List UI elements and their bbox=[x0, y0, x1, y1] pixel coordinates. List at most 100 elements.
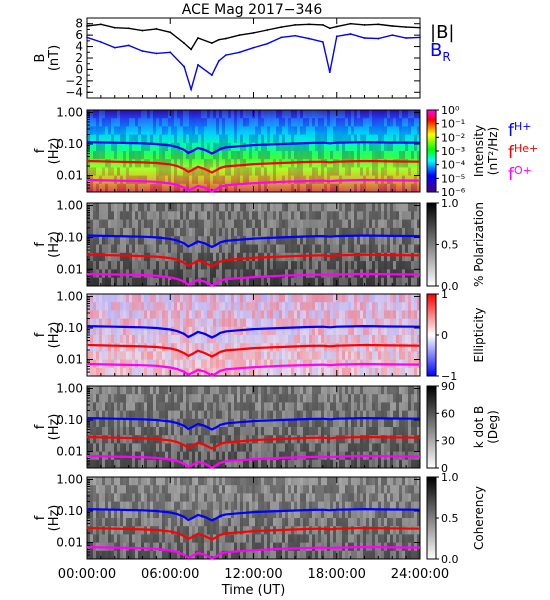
texture-cell bbox=[399, 236, 402, 245]
texture-cell bbox=[126, 175, 129, 184]
texture-cell bbox=[108, 526, 111, 534]
series-point bbox=[405, 37, 408, 39]
texture-cell bbox=[321, 402, 324, 411]
texture-cell bbox=[324, 351, 327, 360]
texture-cell bbox=[378, 126, 381, 135]
texture-cell bbox=[270, 451, 273, 460]
texture-cell bbox=[294, 277, 297, 286]
texture-cell bbox=[318, 167, 321, 176]
texture-cell bbox=[342, 460, 345, 468]
texture-cell bbox=[177, 443, 180, 452]
texture-cell bbox=[261, 359, 264, 368]
texture-cell bbox=[294, 452, 297, 460]
texture-cell bbox=[246, 126, 249, 135]
texture-cell bbox=[291, 167, 294, 176]
texture-cell bbox=[228, 227, 231, 237]
texture-cell bbox=[210, 335, 213, 344]
texture-cell bbox=[291, 386, 294, 395]
texture-cell bbox=[285, 110, 288, 119]
texture-cell bbox=[252, 451, 255, 460]
texture-cell bbox=[213, 294, 216, 303]
texture-cell bbox=[264, 367, 267, 376]
texture-cell bbox=[411, 326, 414, 335]
texture-cell bbox=[339, 294, 342, 303]
texture-cell bbox=[396, 159, 399, 168]
texture-cell bbox=[309, 203, 312, 212]
texture-cell bbox=[318, 126, 321, 135]
texture-cell bbox=[231, 151, 234, 160]
texture-cell bbox=[237, 203, 240, 212]
texture-cell bbox=[93, 443, 96, 452]
texture-cell bbox=[162, 427, 165, 435]
texture-cell bbox=[126, 343, 129, 352]
texture-cell bbox=[372, 142, 375, 151]
colorbar-tick-label: 30 bbox=[441, 435, 455, 448]
texture-cell bbox=[348, 326, 351, 335]
texture-cell bbox=[363, 227, 366, 237]
texture-cell bbox=[363, 310, 366, 319]
texture-cell bbox=[123, 244, 126, 253]
texture-cell bbox=[261, 261, 264, 270]
texture-cell bbox=[204, 126, 207, 135]
texture-cell bbox=[348, 142, 351, 151]
texture-cell bbox=[414, 435, 417, 444]
texture-cell bbox=[339, 261, 342, 270]
texture-cell bbox=[162, 227, 165, 237]
texture-cell bbox=[309, 302, 312, 311]
texture-cell bbox=[162, 167, 165, 176]
texture-cell bbox=[234, 302, 237, 311]
texture-cell bbox=[96, 294, 99, 303]
texture-cell bbox=[336, 261, 339, 270]
texture-cell bbox=[237, 159, 240, 168]
texture-cell bbox=[87, 151, 90, 160]
texture-cell bbox=[321, 236, 324, 245]
texture-cell bbox=[369, 394, 372, 403]
texture-cell bbox=[270, 142, 273, 151]
texture-cell bbox=[282, 151, 285, 160]
texture-cell bbox=[306, 359, 309, 368]
texture-cell bbox=[330, 151, 333, 160]
texture-cell bbox=[321, 367, 324, 376]
texture-cell bbox=[180, 359, 183, 368]
texture-cell bbox=[363, 219, 366, 228]
texture-cell bbox=[87, 335, 90, 344]
texture-cell bbox=[237, 134, 240, 143]
texture-cell bbox=[279, 359, 282, 368]
texture-cell bbox=[192, 167, 195, 176]
texture-cell bbox=[342, 277, 345, 286]
texture-cell bbox=[282, 211, 285, 220]
texture-cell bbox=[228, 261, 231, 270]
texture-cell bbox=[195, 269, 198, 278]
texture-cell bbox=[171, 151, 174, 160]
texture-cell bbox=[354, 261, 357, 270]
texture-cell bbox=[321, 167, 324, 176]
texture-cell bbox=[366, 244, 369, 253]
texture-cell bbox=[99, 402, 102, 411]
y-tick-label: 0.01 bbox=[56, 353, 83, 367]
texture-cell bbox=[288, 126, 291, 135]
texture-cell bbox=[93, 151, 96, 160]
texture-cell bbox=[156, 211, 159, 220]
texture-cell bbox=[369, 427, 372, 436]
texture-cell bbox=[141, 351, 144, 360]
texture-cell bbox=[162, 203, 165, 212]
texture-cell bbox=[303, 359, 306, 368]
texture-cell bbox=[348, 410, 351, 419]
texture-cell bbox=[333, 110, 336, 119]
texture-cell bbox=[414, 236, 417, 245]
texture-cell bbox=[348, 302, 351, 311]
texture-cell bbox=[375, 252, 378, 262]
texture-cell bbox=[300, 302, 303, 311]
texture-cell bbox=[159, 134, 162, 143]
texture-cell bbox=[105, 534, 108, 543]
texture-cell bbox=[366, 419, 369, 427]
texture-cell bbox=[93, 343, 96, 352]
texture-cell bbox=[405, 367, 408, 376]
texture-cell bbox=[354, 335, 357, 344]
texture-cell bbox=[102, 110, 105, 119]
texture-cell bbox=[102, 167, 105, 176]
texture-cell bbox=[162, 294, 165, 303]
texture-cell bbox=[216, 211, 219, 220]
texture-cell bbox=[258, 175, 261, 184]
texture-cell bbox=[258, 203, 261, 212]
